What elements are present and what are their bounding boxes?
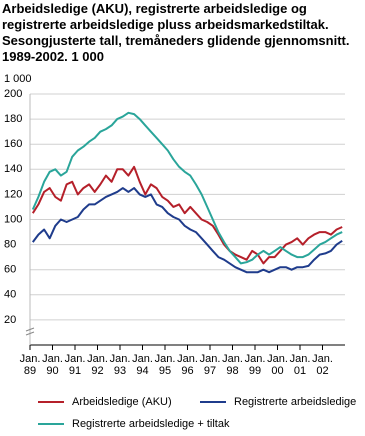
y-tick-label: 200 bbox=[4, 88, 22, 100]
x-tick-label: Jan. 95 bbox=[154, 353, 176, 377]
x-tick-label: Jan. 90 bbox=[42, 353, 63, 377]
y-tick-label: 140 bbox=[4, 163, 22, 175]
y-tick-label: 80 bbox=[4, 239, 16, 251]
y-tick-label: 160 bbox=[4, 138, 22, 150]
x-tick-label: Jan. 02 bbox=[312, 353, 333, 377]
x-tick-label: Jan. 01 bbox=[289, 353, 311, 377]
y-tick-label: 40 bbox=[4, 289, 16, 301]
series-line bbox=[31, 165, 343, 265]
legend-swatch bbox=[38, 423, 64, 425]
x-tick-label: Jan. 92 bbox=[87, 353, 108, 377]
legend-label: Registrerte arbeidsledige + tiltak bbox=[72, 418, 230, 430]
legend-swatch bbox=[38, 401, 64, 403]
y-tick-label: 20 bbox=[4, 314, 16, 326]
y-tick-label: 180 bbox=[4, 113, 22, 125]
x-tick-label: Jan. 97 bbox=[199, 353, 221, 377]
x-tick-label: Jan. 00 bbox=[267, 353, 288, 377]
x-tick-label: Jan. 99 bbox=[244, 353, 266, 377]
axis-break bbox=[25, 327, 35, 336]
y-unit: 1 000 bbox=[4, 73, 32, 85]
y-tick-label: 120 bbox=[4, 188, 22, 200]
legend-swatch bbox=[200, 401, 226, 403]
legend-item: Registrerte arbeidsledige bbox=[200, 396, 356, 408]
y-tick-label: 100 bbox=[4, 213, 22, 225]
x-tick-label: Jan. 89 bbox=[19, 353, 41, 377]
x-tick-label: Jan. 94 bbox=[132, 353, 153, 377]
y-tick-label: 60 bbox=[4, 264, 16, 276]
x-tick-label: Jan. 98 bbox=[222, 353, 243, 377]
series-line bbox=[31, 187, 343, 274]
legend-item: Registrerte arbeidsledige + tiltak bbox=[38, 418, 229, 430]
legend-item: Arbeidsledige (AKU) bbox=[38, 396, 172, 408]
x-tick-label: Jan. 93 bbox=[109, 353, 131, 377]
legend-label: Registrerte arbeidsledige bbox=[234, 396, 357, 408]
x-tick-label: Jan. 91 bbox=[64, 353, 86, 377]
series-line bbox=[31, 111, 343, 265]
x-tick-label: Jan. 96 bbox=[177, 353, 198, 377]
legend-label: Arbeidsledige (AKU) bbox=[72, 396, 172, 408]
chart-title: Arbeidsledige (AKU), registrerte arbeids… bbox=[2, 1, 350, 64]
